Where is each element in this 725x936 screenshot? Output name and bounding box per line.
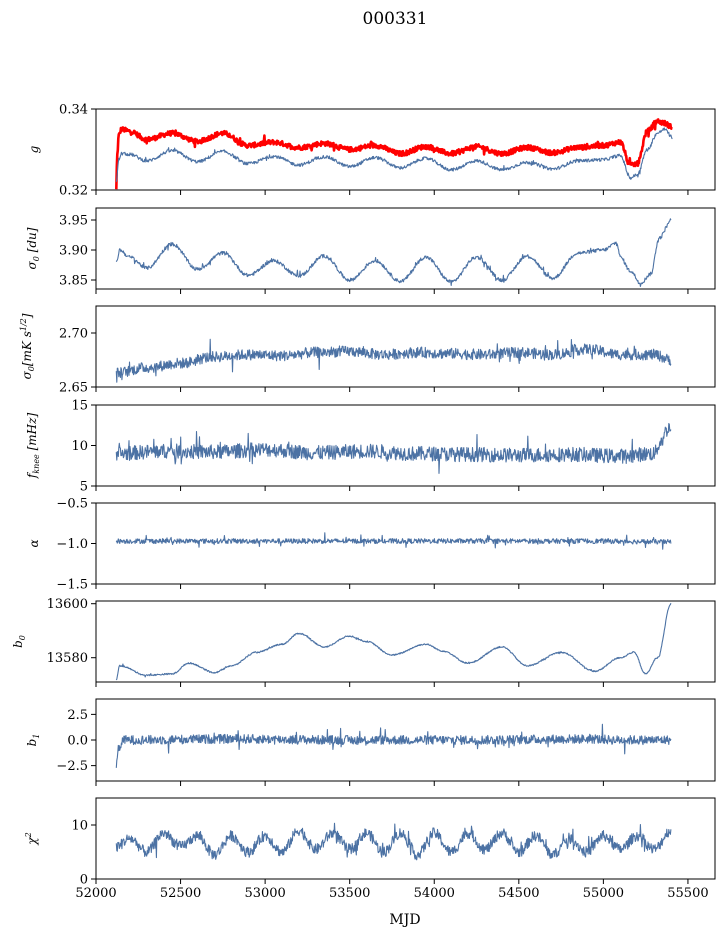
y-axis-label-2: σ0 [du] — [25, 227, 41, 269]
series-line-2 — [115, 127, 673, 182]
panel-4-series — [115, 422, 672, 474]
x-tick-label-3: 53000 — [244, 886, 285, 901]
series-line-1 — [115, 532, 672, 550]
y-tick-label-5-1: −1.5 — [56, 578, 88, 593]
panel-4-frame — [95, 404, 716, 487]
panel-7-series — [115, 723, 672, 768]
y-tick-label-7-2: 0.0 — [67, 734, 88, 749]
y-tick-label-7-1: −2.5 — [56, 759, 88, 774]
y-tick-label-4-3: 15 — [71, 399, 88, 414]
panel-2-series — [115, 218, 672, 287]
y-axis-label-3: σ0[mK s1/2] — [19, 313, 36, 379]
panel-3-series — [115, 338, 672, 383]
series-line-1 — [115, 723, 672, 768]
panel-3: 2.65 2.70 σ0[mK s1/2] — [19, 305, 716, 396]
panel-3-frame — [95, 305, 716, 388]
y-tick-label-3-2: 2.70 — [59, 327, 88, 342]
x-tick-label-8: 55500 — [667, 886, 708, 901]
series-line-1 — [115, 603, 672, 681]
series-line-1 — [115, 338, 672, 383]
panel-8: 0 10 χ2 52000 52500 53000 53500 54000 54500 55000… — [24, 797, 716, 901]
y-tick-label-1-1: 0.32 — [59, 184, 88, 199]
y-axis-label-1: g — [27, 145, 41, 153]
y-tick-label-5-2: −1.0 — [56, 537, 88, 552]
y-tick-label-4-2: 10 — [71, 439, 88, 454]
series-line-1 — [115, 118, 674, 190]
y-tick-label-6-1: 13580 — [47, 651, 88, 666]
panel-6-series — [115, 603, 672, 681]
panel-1-series — [115, 118, 674, 190]
panel-6: 13580 13600 b0 — [11, 597, 716, 687]
panel-1-frame — [95, 108, 716, 191]
panel-8-series — [115, 822, 672, 861]
panel-2: 3.85 3.90 3.95 σ0 [du] — [25, 207, 716, 294]
y-tick-label-5-3: −0.5 — [56, 497, 88, 512]
y-tick-label-8-2: 10 — [71, 819, 88, 834]
y-tick-label-7-3: 2.5 — [67, 708, 88, 723]
panel-8-frame — [95, 797, 716, 880]
y-axis-label-5: α — [27, 539, 41, 547]
y-tick-label-8-1: 0 — [80, 873, 88, 888]
series-line-1 — [115, 218, 672, 287]
y-tick-label-2-1: 3.85 — [59, 274, 88, 289]
panel-5-series — [115, 532, 672, 550]
x-tick-label-7: 55000 — [583, 886, 624, 901]
y-tick-label-2-3: 3.95 — [59, 214, 88, 229]
y-tick-label-1-2: 0.34 — [59, 103, 88, 118]
y-axis-label-4: fknee [mHz] — [25, 413, 41, 480]
y-tick-label-6-2: 13600 — [47, 597, 88, 612]
x-tick-label-4: 53500 — [329, 886, 370, 901]
series-line-1 — [115, 822, 672, 861]
x-axis-label: MJD — [389, 912, 420, 928]
figure-title: 000331 — [363, 9, 428, 29]
panels: 0.32 0.34 g 3.85 3.90 3.95 σ0 [du] 2.65 2.70 σ0[m… — [11, 103, 716, 901]
x-tick-label-1: 52000 — [75, 886, 116, 901]
panel-1: 0.32 0.34 g — [27, 103, 716, 199]
series-line-1 — [115, 422, 672, 474]
panel-6-frame — [95, 600, 716, 683]
y-axis-label-7: b1 — [25, 734, 41, 747]
panel-5: −1.5 −1.0 −0.5 α — [27, 497, 716, 593]
y-tick-label-3-1: 2.65 — [59, 381, 88, 396]
y-tick-label-2-2: 3.90 — [59, 244, 88, 259]
panel-4: 5 10 15 fknee [mHz] — [25, 399, 716, 495]
x-tick-label-6: 54500 — [498, 886, 539, 901]
y-axis-label-8: χ2 — [24, 832, 39, 845]
y-tick-label-4-1: 5 — [80, 480, 88, 495]
x-tick-label-5: 54000 — [414, 886, 455, 901]
x-tick-label-2: 52500 — [160, 886, 201, 901]
panel-2-frame — [95, 207, 716, 290]
y-axis-label-6: b0 — [11, 635, 27, 648]
panel-7: −2.5 0.0 2.5 b1 — [25, 698, 716, 786]
